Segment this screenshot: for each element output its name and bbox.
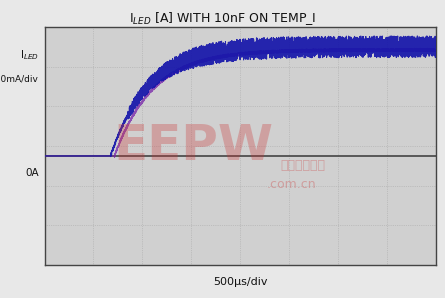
- Text: I$_{LED}$: I$_{LED}$: [20, 49, 39, 62]
- Text: 0A: 0A: [25, 168, 39, 178]
- Text: I$_{LED}$ [A] WITH 10nF ON TEMP_I: I$_{LED}$ [A] WITH 10nF ON TEMP_I: [129, 10, 316, 27]
- Text: EEPW: EEPW: [113, 122, 273, 170]
- Text: .com.cn: .com.cn: [267, 178, 316, 191]
- Text: 500μs/div: 500μs/div: [213, 277, 267, 287]
- Text: 100mA/div: 100mA/div: [0, 75, 39, 84]
- Text: 电子产品世界: 电子产品世界: [280, 159, 325, 172]
